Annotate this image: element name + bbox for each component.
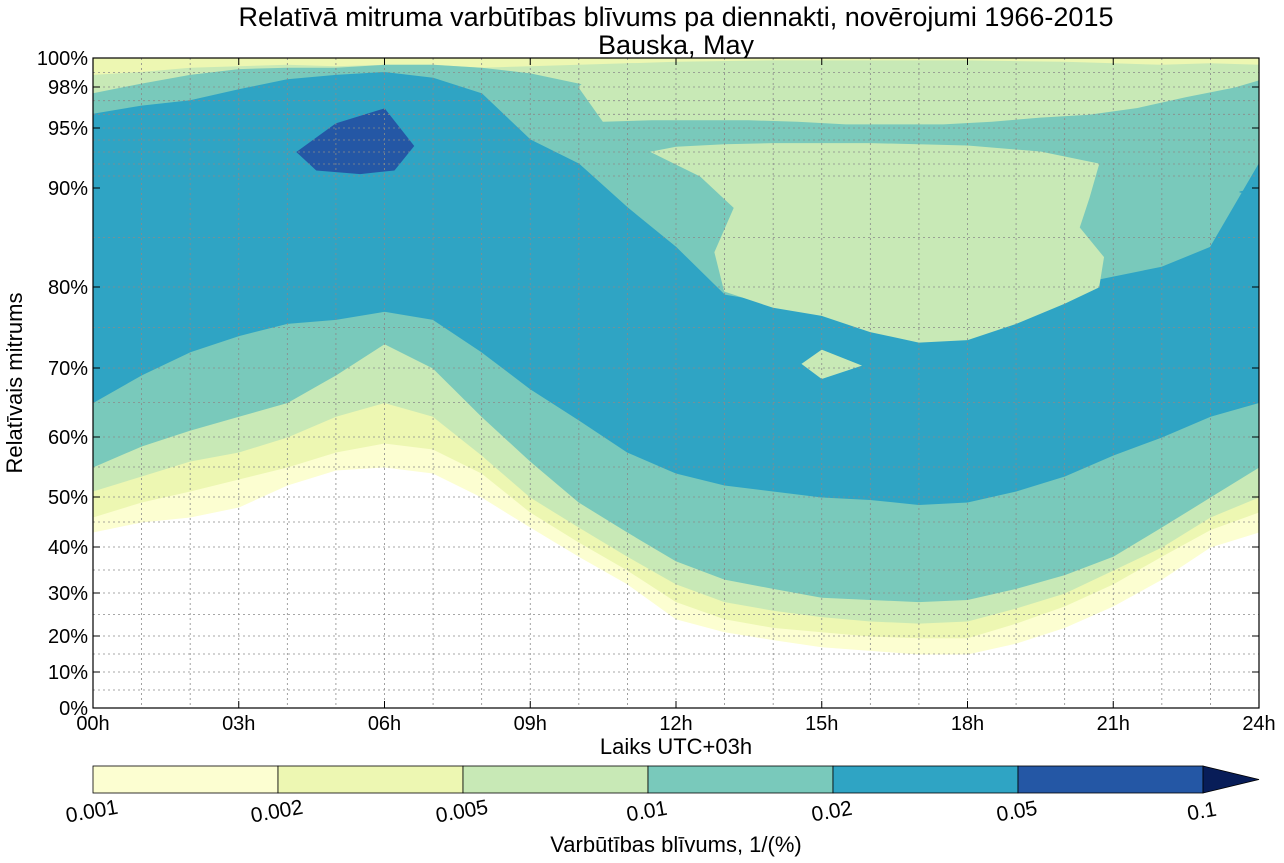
y-tick-label: 98% [48, 77, 88, 99]
colorbar-tick-label: 0.005 [434, 796, 490, 828]
x-axis-ticks: 00h 03h 06h 09h 12h 15h 18h 21h 24h [76, 58, 1276, 735]
y-axis-label: Relatīvais mitrums [2, 293, 27, 474]
colorbar-tick-label: 0.02 [810, 797, 854, 827]
contour-band-6 [296, 108, 415, 175]
contour-region-4 [1239, 187, 1259, 196]
x-tick-label: 18h [951, 713, 984, 735]
colorbar-segment [92, 765, 279, 794]
x-tick-label: 12h [659, 713, 692, 735]
y-tick-label: 70% [48, 358, 88, 380]
chart-subtitle: Bauska, May [598, 30, 755, 60]
colorbar-tick-label: 0.05 [995, 797, 1039, 827]
colorbar-tick-label: 0.01 [625, 797, 669, 827]
x-tick-label: 09h [514, 713, 547, 735]
x-tick-label: 03h [222, 713, 255, 735]
x-tick-label: 21h [1097, 713, 1130, 735]
x-tick-label: 15h [805, 713, 838, 735]
colorbar-segment [1017, 765, 1204, 794]
y-tick-label: 100% [37, 48, 88, 70]
grid-lines [93, 58, 1259, 708]
colorbar-segment [277, 765, 464, 794]
y-tick-label: 30% [48, 583, 88, 605]
x-tick-label: 24h [1242, 713, 1275, 735]
colorbar-segment [462, 765, 649, 794]
colorbar-label: Varbūtības blīvums, 1/(%) [550, 832, 801, 857]
x-tick-label: 00h [76, 713, 109, 735]
x-axis-label: Laiks UTC+03h [600, 734, 752, 759]
y-axis-ticks: 0% 10% 20% 30% 40% 50% 60% 70% 80% 90% 95% 98% 100% [37, 48, 1259, 720]
colorbar: 0.001 0.002 0.005 0.01 0.02 0.05 0.1 [64, 765, 1260, 828]
contour-region-1 [578, 60, 1259, 125]
colorbar-extend-arrow [1202, 765, 1260, 794]
y-tick-label: 90% [48, 178, 88, 200]
y-tick-label: 60% [48, 427, 88, 449]
colorbar-tick-label: 0.1 [1185, 798, 1218, 826]
colorbar-segment [832, 765, 1019, 794]
y-tick-label: 50% [48, 487, 88, 509]
chart-title: Relatīvā mitruma varbūtības blīvums pa d… [239, 2, 1114, 32]
contour-region-3 [801, 349, 863, 379]
x-tick-label: 06h [368, 713, 401, 735]
y-tick-label: 40% [48, 537, 88, 559]
y-tick-label: 20% [48, 626, 88, 648]
colorbar-segment [647, 765, 834, 794]
colorbar-tick-label: 0.002 [249, 796, 305, 828]
y-tick-label: 0% [59, 698, 88, 720]
y-tick-label: 95% [48, 118, 88, 140]
colorbar-tick-label: 0.001 [64, 796, 120, 828]
y-tick-label: 10% [48, 662, 88, 684]
contour-region-2 [650, 143, 1105, 343]
y-tick-label: 80% [48, 277, 88, 299]
